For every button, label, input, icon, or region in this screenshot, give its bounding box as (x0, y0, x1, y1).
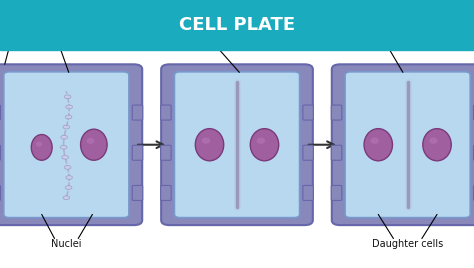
FancyBboxPatch shape (132, 105, 143, 120)
Circle shape (63, 196, 70, 200)
Circle shape (64, 95, 71, 99)
Circle shape (60, 145, 67, 149)
Ellipse shape (36, 142, 42, 147)
Text: New cell wall: New cell wall (341, 20, 405, 29)
Circle shape (66, 105, 73, 109)
Ellipse shape (364, 129, 392, 161)
Ellipse shape (31, 135, 52, 160)
Circle shape (65, 115, 72, 119)
FancyBboxPatch shape (161, 105, 171, 120)
FancyBboxPatch shape (331, 105, 342, 120)
Ellipse shape (250, 129, 279, 161)
FancyBboxPatch shape (0, 64, 142, 225)
Text: CELL PLATE: CELL PLATE (179, 16, 295, 34)
Circle shape (65, 186, 72, 189)
Circle shape (66, 176, 73, 179)
Ellipse shape (423, 129, 451, 161)
Text: Cell plate forming: Cell plate forming (31, 20, 118, 29)
Ellipse shape (87, 138, 94, 144)
Ellipse shape (195, 129, 224, 161)
FancyBboxPatch shape (303, 145, 313, 160)
Text: Cell plate: Cell plate (184, 20, 230, 29)
Circle shape (61, 135, 67, 139)
Circle shape (64, 166, 71, 169)
FancyBboxPatch shape (332, 64, 474, 225)
FancyBboxPatch shape (303, 105, 313, 120)
FancyBboxPatch shape (132, 185, 143, 200)
Ellipse shape (429, 137, 438, 144)
FancyBboxPatch shape (331, 185, 342, 200)
FancyBboxPatch shape (161, 145, 171, 160)
FancyBboxPatch shape (132, 145, 143, 160)
FancyBboxPatch shape (161, 64, 313, 225)
FancyBboxPatch shape (4, 72, 129, 218)
FancyBboxPatch shape (331, 145, 342, 160)
Text: Nuclei: Nuclei (51, 239, 82, 249)
FancyBboxPatch shape (161, 185, 171, 200)
Ellipse shape (257, 137, 265, 144)
Ellipse shape (202, 137, 210, 144)
Circle shape (63, 125, 70, 129)
Text: Daughter cells: Daughter cells (372, 239, 443, 249)
FancyBboxPatch shape (303, 185, 313, 200)
Text: Cell wall: Cell wall (2, 20, 43, 29)
Ellipse shape (81, 129, 107, 160)
FancyBboxPatch shape (174, 72, 300, 218)
Circle shape (62, 155, 68, 159)
FancyBboxPatch shape (345, 72, 470, 218)
Ellipse shape (371, 137, 379, 144)
